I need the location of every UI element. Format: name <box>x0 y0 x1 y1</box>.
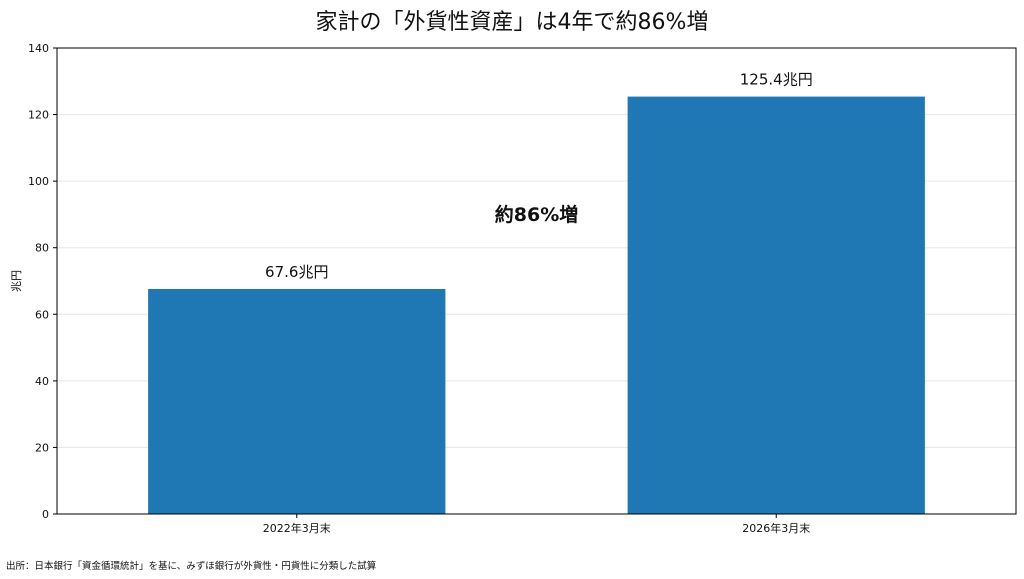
x-tick-label: 2022年3月末 <box>263 521 331 535</box>
plot-frame <box>56 47 1017 515</box>
x-tick-label: 2026年3月末 <box>742 521 810 535</box>
bar <box>627 96 925 515</box>
y-tick-label: 120 <box>28 109 49 122</box>
y-tick-label: 140 <box>28 42 49 55</box>
growth-annotation: 約86%増 <box>495 203 578 226</box>
y-tick-label: 40 <box>35 375 49 388</box>
chart-title: 家計の「外貨性資産」は4年で約86%増 <box>315 10 709 35</box>
y-tick-label: 100 <box>28 175 49 188</box>
y-tick-label: 80 <box>35 242 49 255</box>
y-tick-label: 20 <box>35 441 49 454</box>
source-note: 出所：日本銀行「資金循環統計」を基に、みずほ銀行が外貨性・円貨性に分類した試算 <box>6 561 377 572</box>
y-tick-label: 60 <box>35 308 49 321</box>
bar-value-label: 125.4兆円 <box>740 71 813 89</box>
bar <box>148 288 446 514</box>
y-tick-label: 0 <box>42 508 49 521</box>
y-axis-label: 兆円 <box>10 270 23 292</box>
bar-value-label: 67.6兆円 <box>265 263 328 281</box>
